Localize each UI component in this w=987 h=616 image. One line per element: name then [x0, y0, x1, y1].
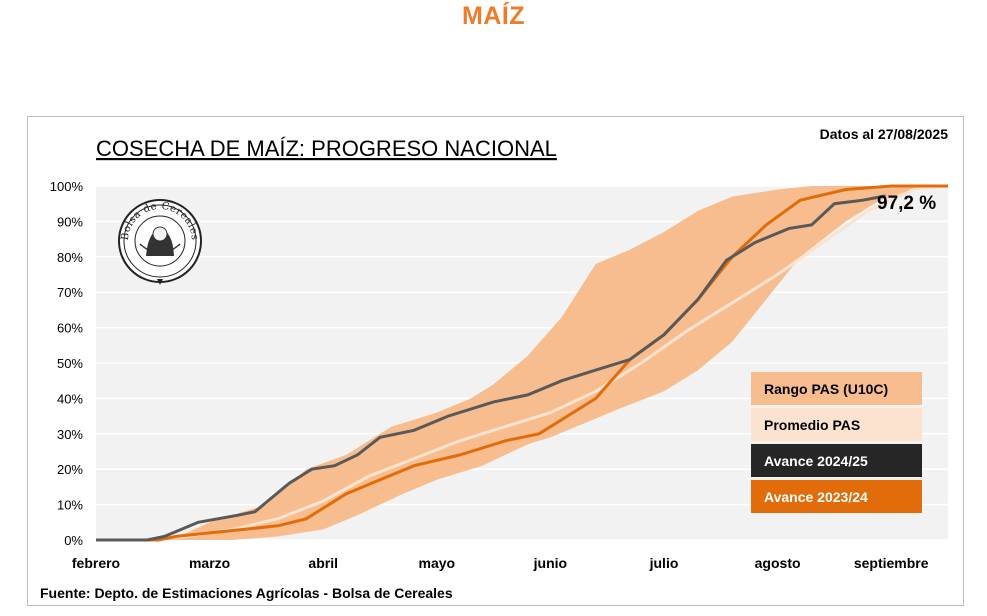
y-axis-ticks: 0% 10% 20% 30% 40% 50% 60% 70% 80% 90% 100%: [50, 179, 84, 548]
y-tick-label: 60%: [57, 321, 83, 336]
y-tick-label: 40%: [57, 391, 83, 406]
legend-label: Rango PAS (U10C): [764, 381, 888, 397]
chart-title: COSECHA DE MAÍZ: PROGRESO NACIONAL: [96, 136, 557, 161]
y-tick-label: 70%: [57, 285, 83, 300]
date-note: Datos al 27/08/2025: [820, 126, 949, 142]
x-tick-label: abril: [308, 555, 338, 571]
average-line: [96, 184, 949, 542]
x-tick-label: julio: [649, 555, 679, 571]
page-title: MAÍZ: [461, 2, 526, 30]
y-tick-label: 0%: [64, 533, 83, 548]
x-tick-label: agosto: [755, 555, 801, 571]
legend-swatch: [751, 372, 922, 405]
y-tick-label: 50%: [57, 356, 83, 371]
y-tick-label: 10%: [57, 498, 83, 513]
x-tick-label: febrero: [72, 555, 120, 571]
x-tick-label: septiembre: [854, 555, 929, 571]
legend-label: Avance 2023/24: [764, 489, 868, 505]
legend-label: Promedio PAS: [764, 417, 860, 433]
y-tick-label: 80%: [57, 250, 83, 265]
previous-season-line: [96, 184, 948, 542]
x-tick-label: marzo: [189, 555, 230, 571]
current-value-annotation: 97,2 %: [877, 193, 936, 214]
legend-swatch: [751, 408, 922, 441]
y-tick-label: 20%: [57, 462, 83, 477]
current-season-line: [96, 194, 886, 542]
y-tick-label: 100%: [50, 179, 84, 194]
legend-swatch: [751, 444, 922, 477]
legend: Rango PAS (U10C) Promedio PAS Avance 2024/…: [751, 372, 922, 513]
y-tick-label: 90%: [57, 214, 83, 229]
y-tick-label: 30%: [57, 427, 83, 442]
range-band: [96, 186, 948, 540]
x-tick-label: mayo: [419, 555, 456, 571]
source-note: Fuente: Depto. de Estimaciones Agrícolas…: [40, 585, 453, 601]
legend-label: Avance 2024/25: [764, 453, 868, 469]
x-tick-label: junio: [533, 555, 567, 571]
x-axis-ticks: febrero marzo abril mayo junio julio agosto sep…: [72, 555, 929, 571]
legend-swatch: [751, 480, 922, 513]
